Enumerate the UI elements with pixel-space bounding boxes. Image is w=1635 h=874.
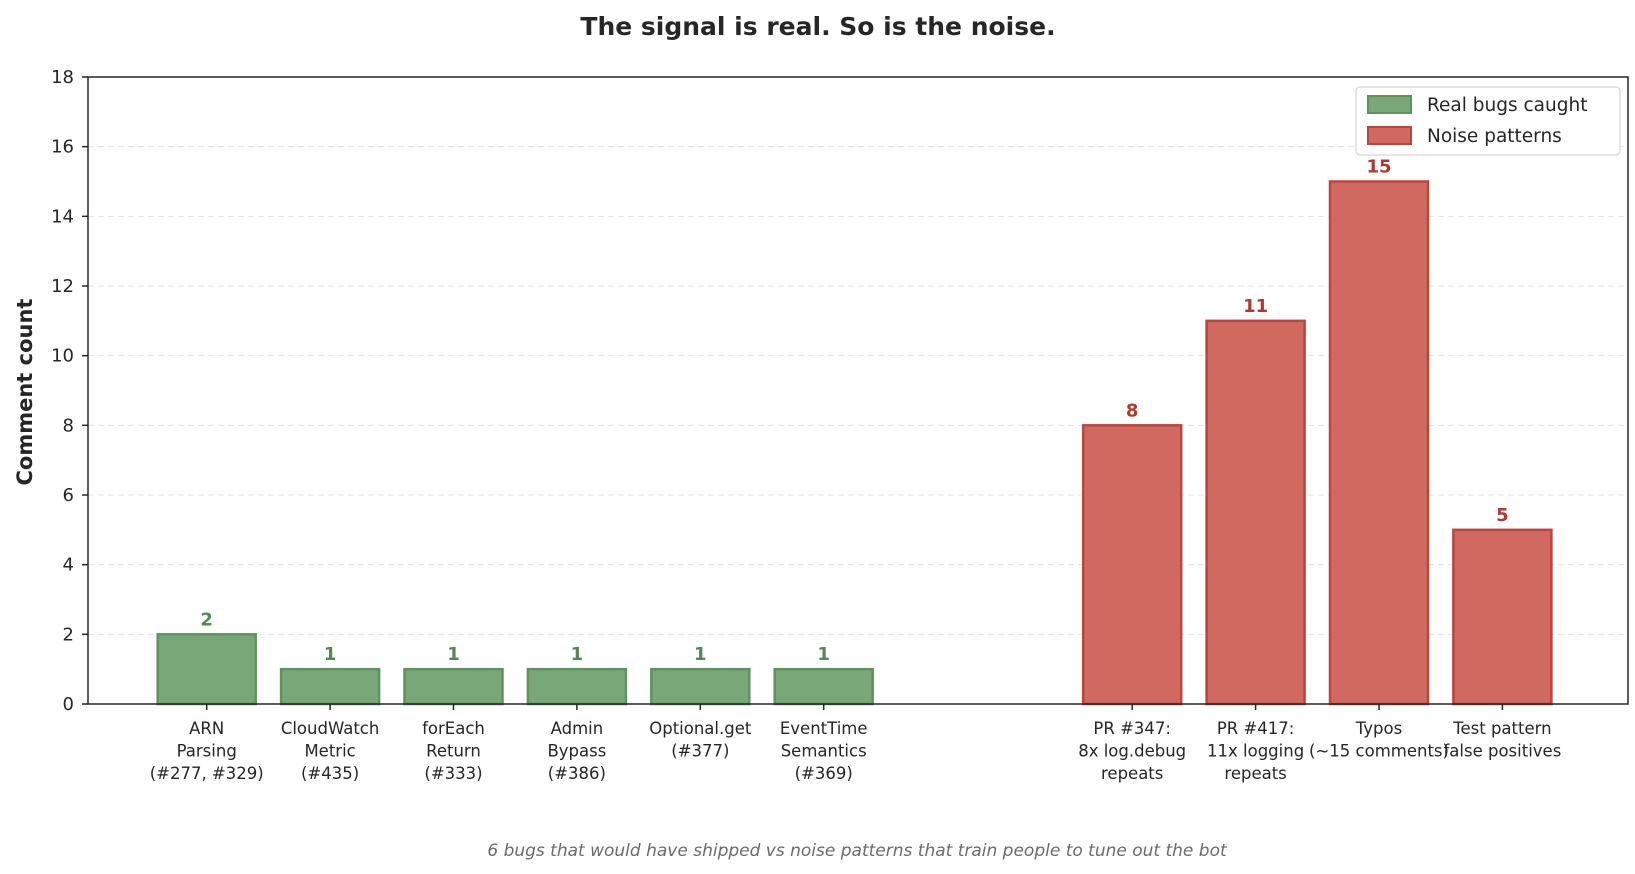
x-tick-label-line: (#377) xyxy=(671,742,729,761)
x-tick-label-line: 8x log.debug xyxy=(1078,742,1186,761)
bar-real-bug xyxy=(403,667,504,706)
x-tick-label-line: (~15 comments) xyxy=(1309,742,1449,761)
x-tick-label-line: Admin xyxy=(551,719,604,738)
legend-box xyxy=(1355,86,1621,156)
x-tick-label-line: (#277, #329) xyxy=(150,764,264,783)
bar-noise xyxy=(1205,319,1306,706)
x-tick-label-line: (#333) xyxy=(424,764,482,783)
y-axis-ticks: 0 2 4 6 8 10 12 14 16 18 xyxy=(51,67,88,715)
legend-label-noise: Noise patterns xyxy=(1427,126,1562,147)
legend: Real bugs caught Noise patterns xyxy=(1355,86,1621,156)
y-tick-label: 10 xyxy=(51,346,74,367)
x-tick-label-line: 11x logging xyxy=(1207,742,1304,761)
y-tick-label: 8 xyxy=(63,415,74,436)
x-tick-label: Typos (~15 comments) xyxy=(1309,719,1449,761)
x-tick-label-line: forEach xyxy=(422,719,485,738)
bar-value-label: 1 xyxy=(694,644,707,665)
x-tick-label: PR #347: 8x log.debug repeats xyxy=(1078,719,1186,783)
bar-value-label: 11 xyxy=(1243,296,1268,317)
y-tick-label: 6 xyxy=(63,485,74,506)
x-tick-label-line: Typos xyxy=(1355,719,1402,738)
x-tick-label-line: (#435) xyxy=(301,764,359,783)
bar-real-bug xyxy=(773,667,874,706)
y-tick-label: 14 xyxy=(51,206,74,227)
x-tick-label: EventTime Semantics (#369) xyxy=(780,719,868,783)
x-tick-label-line: ARN xyxy=(189,719,224,738)
x-tick-label: Admin Bypass (#386) xyxy=(547,719,606,783)
bar-real-bug xyxy=(156,633,257,706)
x-tick-label: Optional.get (#377) xyxy=(649,719,752,761)
x-tick-label-line: Optional.get xyxy=(649,719,752,738)
y-tick-label: 0 xyxy=(63,694,74,715)
x-axis-ticks: ARN Parsing (#277, #329) CloudWatch Metric (#… xyxy=(150,704,1561,783)
x-tick-label-line: Semantics xyxy=(781,742,867,761)
y-axis-label: Comment count xyxy=(13,299,37,486)
y-tick-label: 4 xyxy=(63,555,74,576)
legend-label-real-bugs: Real bugs caught xyxy=(1427,95,1587,116)
bar-value-label: 1 xyxy=(571,644,584,665)
plot-frame xyxy=(87,76,1629,705)
x-tick-label-line: EventTime xyxy=(780,719,868,738)
x-tick-label-line: Metric xyxy=(304,742,355,761)
bar-value-label: 1 xyxy=(324,644,337,665)
x-tick-label-line: CloudWatch xyxy=(281,719,380,738)
x-tick-label-line: repeats xyxy=(1101,764,1163,783)
y-tick-label: 12 xyxy=(51,276,74,297)
chart-title: The signal is real. So is the noise. xyxy=(580,12,1055,41)
x-tick-label: ARN Parsing (#277, #329) xyxy=(150,719,264,783)
bar-value-label: 15 xyxy=(1366,157,1391,178)
x-tick-label-line: Test pattern xyxy=(1452,719,1551,738)
bar-real-bug xyxy=(526,667,628,706)
legend-swatch-noise xyxy=(1367,126,1412,145)
bar-noise xyxy=(1328,180,1430,706)
y-tick-label: 16 xyxy=(51,137,74,158)
bar-value-label: 5 xyxy=(1496,505,1509,526)
x-tick-label-line: Return xyxy=(426,742,481,761)
chart-caption: 6 bugs that would have shipped vs noise … xyxy=(487,841,1228,861)
bar-real-bug xyxy=(650,667,751,706)
x-tick-label-line: (#369) xyxy=(795,764,853,783)
x-tick-label: PR #417: 11x logging repeats xyxy=(1207,719,1304,783)
y-tick-label: 18 xyxy=(51,67,74,88)
bar-value-label: 8 xyxy=(1126,400,1139,421)
bar-value-label: 1 xyxy=(447,644,460,665)
x-tick-label-line: Bypass xyxy=(547,742,606,761)
bars xyxy=(156,180,1553,706)
x-tick-label-line: false positives xyxy=(1443,742,1561,761)
x-tick-label: CloudWatch Metric (#435) xyxy=(281,719,380,783)
bar-noise xyxy=(1081,424,1183,706)
x-tick-label-line: PR #347: xyxy=(1093,719,1171,738)
bar-noise xyxy=(1452,528,1553,706)
y-tick-label: 2 xyxy=(63,624,74,645)
legend-swatch-real-bugs xyxy=(1367,95,1412,114)
x-tick-label-line: PR #417: xyxy=(1217,719,1295,738)
x-tick-label: Test pattern false positives xyxy=(1443,719,1561,761)
bar-value-label: 2 xyxy=(200,609,213,630)
bar-value-label: 1 xyxy=(817,644,830,665)
x-tick-label-line: repeats xyxy=(1224,764,1286,783)
x-tick-label: forEach Return (#333) xyxy=(422,719,485,783)
bar-real-bug xyxy=(279,667,381,706)
x-tick-label-line: Parsing xyxy=(177,742,237,761)
x-tick-label-line: (#386) xyxy=(548,764,606,783)
